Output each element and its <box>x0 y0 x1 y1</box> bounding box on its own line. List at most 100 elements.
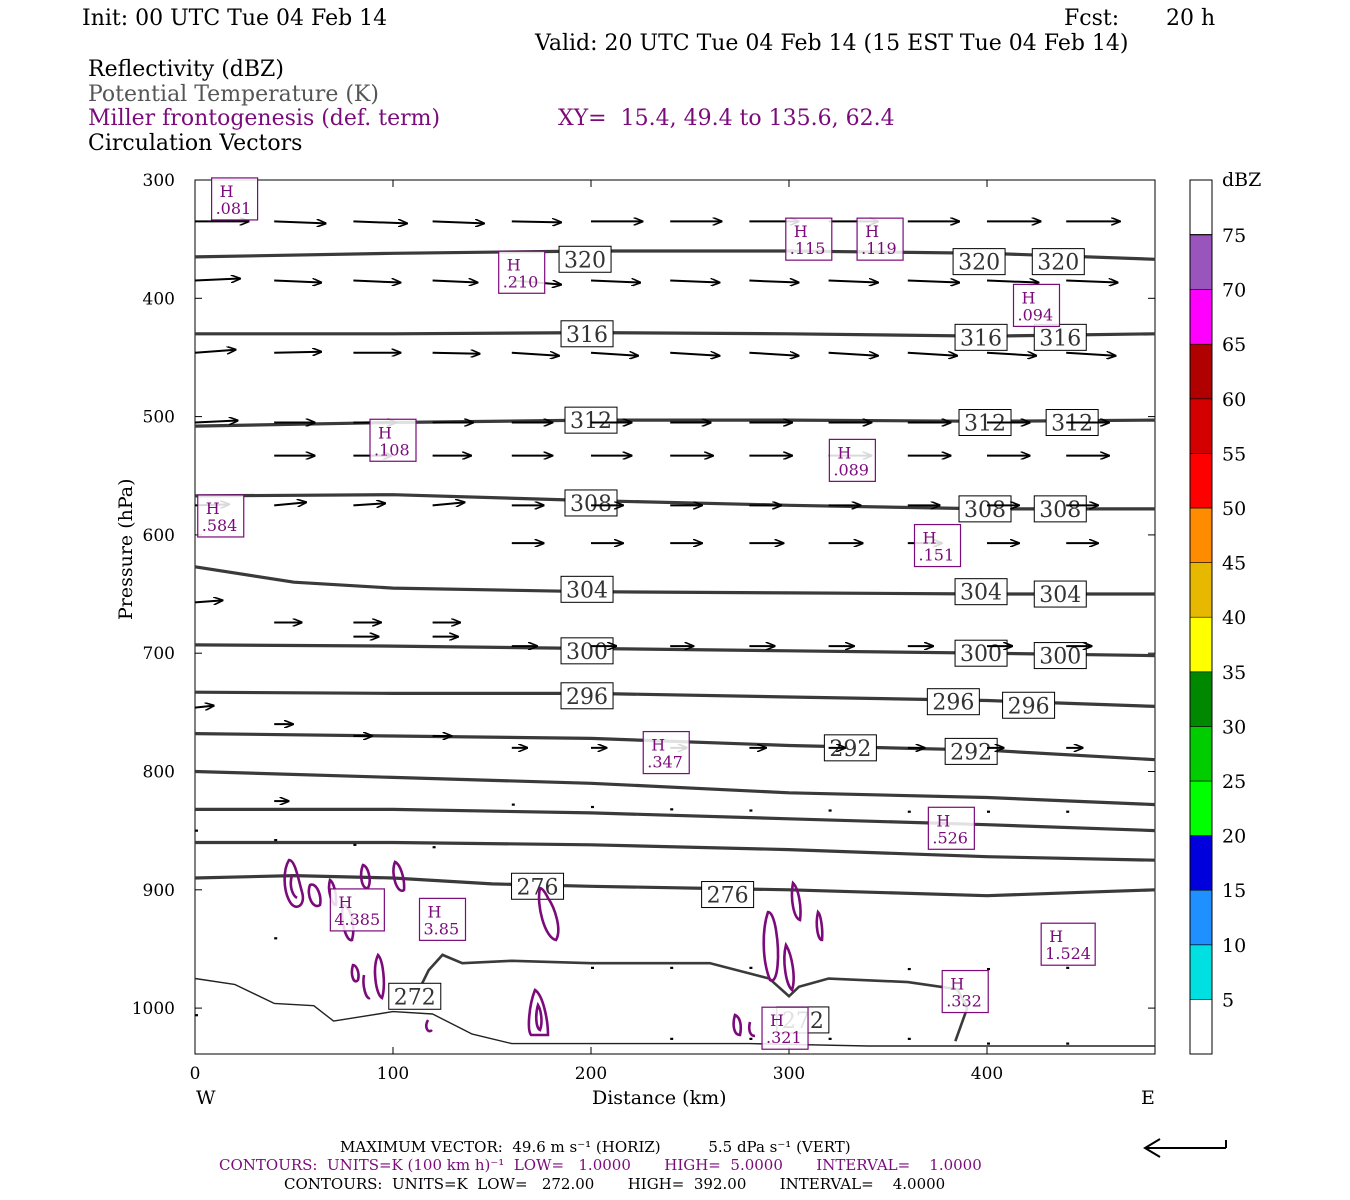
x-axis-east-label: E <box>1141 1087 1155 1109</box>
svg-text:.119: .119 <box>861 239 897 258</box>
frontogenesis-max-label: H.321 <box>761 1006 809 1050</box>
theta-label-300: 300 <box>954 639 1008 667</box>
y-tick-label: 800 <box>143 763 175 783</box>
frontogenesis-contour <box>537 886 560 942</box>
circulation-vector <box>511 221 561 222</box>
colorbar-segment <box>1189 562 1213 618</box>
theta-contour-316 <box>195 331 1156 338</box>
colorbar-segment <box>1189 398 1213 454</box>
circulation-vector <box>353 281 400 283</box>
circulation-vector <box>670 353 719 356</box>
svg-text:H: H <box>794 222 808 241</box>
svg-text:320: 320 <box>958 251 1000 276</box>
theta-contour-280 <box>195 840 1156 862</box>
svg-text:H: H <box>338 893 352 912</box>
svg-text:1.524: 1.524 <box>1045 944 1091 963</box>
frontogenesis-contour <box>359 863 371 890</box>
frontogenesis-max-label: H.210 <box>498 250 546 294</box>
colorbar-label: 20 <box>1222 826 1246 848</box>
circulation-vector <box>353 221 407 223</box>
circulation-vector <box>194 421 238 423</box>
theta-label-316: 316 <box>560 320 614 348</box>
frontogenesis-contour <box>283 858 305 908</box>
theta-label-308: 308 <box>1033 495 1087 523</box>
svg-text:296: 296 <box>1008 694 1050 719</box>
circulation-vector <box>749 353 798 356</box>
frontogenesis-max-label: H.332 <box>941 969 989 1014</box>
circulation-vector <box>590 353 638 356</box>
frontogenesis-max-label: H.584 <box>197 494 245 538</box>
colorbar-unit: dBZ <box>1222 169 1262 191</box>
y-tick-label: 400 <box>143 289 175 309</box>
x-tick-label: 400 <box>971 1064 1003 1084</box>
frontogenesis-max-label: H.108 <box>369 418 417 462</box>
circulation-vector <box>274 502 306 505</box>
frontogenesis-contour <box>527 988 550 1037</box>
svg-text:276: 276 <box>517 875 559 900</box>
theta-label-316: 316 <box>954 323 1008 351</box>
circulation-vector <box>274 281 321 283</box>
svg-text:300: 300 <box>1039 645 1081 670</box>
circulation-vector <box>670 281 719 283</box>
y-tick-label: 1000 <box>132 999 175 1019</box>
frontogenesis-contour <box>362 974 371 1000</box>
frontogenesis-max-label: H.094 <box>1012 283 1061 327</box>
svg-text:H: H <box>1049 927 1063 946</box>
svg-text:276: 276 <box>707 884 749 909</box>
circulation-vector <box>907 353 957 356</box>
theta-label-296: 296 <box>560 682 614 710</box>
theta-label-320: 320 <box>952 248 1006 276</box>
circulation-vector <box>194 600 222 602</box>
cross-section-xy: XY= 15.4, 49.4 to 135.6, 62.4 <box>558 106 895 131</box>
svg-text:296: 296 <box>932 691 974 716</box>
theta-contour-272-upper <box>417 953 969 1042</box>
colorbar-segment <box>1189 179 1213 236</box>
svg-text:316: 316 <box>1039 326 1081 351</box>
theta-label-304: 304 <box>954 578 1008 606</box>
circulation-vector <box>432 502 465 505</box>
circulation-vector <box>828 281 878 283</box>
circulation-vector <box>194 706 214 708</box>
svg-text:312: 312 <box>964 412 1006 437</box>
circulation-vector <box>1066 353 1115 356</box>
plot-frame <box>194 179 1156 1055</box>
y-tick-label: 700 <box>143 644 175 664</box>
colorbar-label: 10 <box>1222 935 1246 957</box>
frontogenesis-contour <box>534 1001 543 1032</box>
frontogenesis-contour <box>373 952 386 1000</box>
theta-label-304: 304 <box>1033 580 1087 608</box>
svg-text:H: H <box>865 222 879 241</box>
x-tick-label: 200 <box>575 1064 607 1084</box>
frontogenesis-contour <box>425 1019 433 1033</box>
colorbar-segment <box>1189 889 1213 946</box>
frontogenesis-max-label: H.089 <box>828 438 876 482</box>
svg-text:.584: .584 <box>202 516 238 535</box>
reference-vector-head <box>1143 1138 1161 1158</box>
svg-text:296: 296 <box>566 685 608 710</box>
frontogenesis-contour <box>732 1013 743 1037</box>
circulation-vector <box>194 279 240 281</box>
frontogenesis-contour <box>350 963 360 983</box>
svg-text:292: 292 <box>829 737 871 762</box>
circulation-vector <box>353 503 385 505</box>
colorbar-segment <box>1189 289 1213 345</box>
x-axis-west-label: W <box>196 1087 216 1109</box>
frontogenesis-max-label: H1.524 <box>1040 922 1096 966</box>
svg-text:308: 308 <box>1039 498 1081 523</box>
circulation-vector <box>432 281 478 283</box>
theta-contour-272 <box>194 977 1156 1047</box>
circulation-vector <box>828 353 878 356</box>
y-axis-label: Pressure (hPa) <box>115 478 137 620</box>
colorbar-label: 35 <box>1222 662 1246 684</box>
frontogenesis-max-label: H3.85 <box>418 897 467 941</box>
svg-text:.151: .151 <box>919 546 955 565</box>
svg-text:.321: .321 <box>766 1028 802 1047</box>
forecast-label: Fcst: <box>1064 6 1120 31</box>
svg-text:320: 320 <box>564 248 606 273</box>
circulation-vector <box>194 350 235 353</box>
colorbar-segment <box>1189 835 1213 891</box>
colorbar-segment <box>1189 234 1213 290</box>
svg-text:.526: .526 <box>932 828 968 847</box>
svg-text:H: H <box>378 423 392 442</box>
theta-contour-284 <box>195 807 1156 833</box>
